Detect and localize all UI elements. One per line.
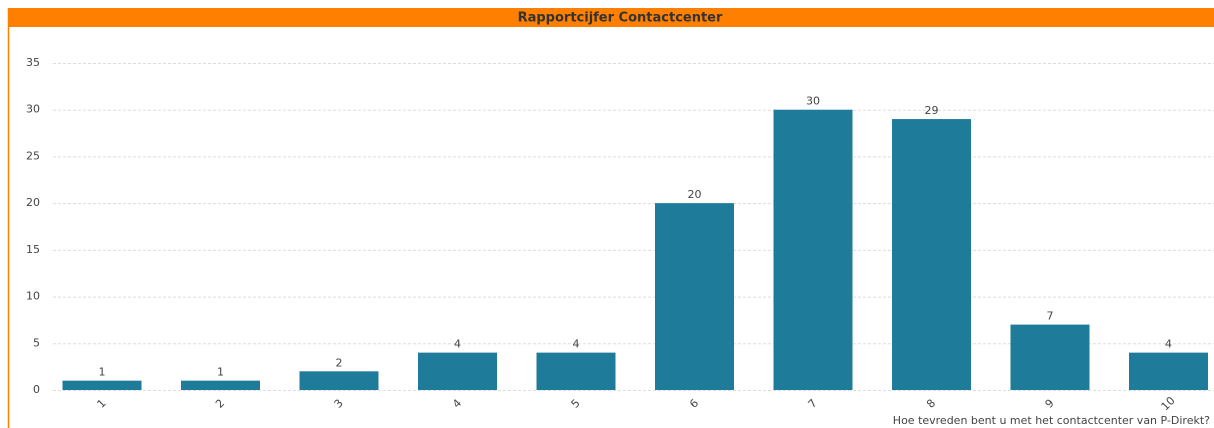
bar <box>1010 324 1090 390</box>
chart-title: Rapportcijfer Contactcenter <box>518 11 723 26</box>
bar <box>1129 352 1208 390</box>
bar <box>418 352 497 390</box>
bar <box>892 119 971 391</box>
value-label: 4 <box>573 338 580 351</box>
y-tick-label: 25 <box>26 149 40 162</box>
value-label: 29 <box>925 104 939 117</box>
y-tick-label: 30 <box>26 103 40 116</box>
x-axis-title: Hoe tevreden bent u met het contactcente… <box>893 414 1210 427</box>
x-tick-label: 3 <box>332 397 346 411</box>
y-tick-label: 5 <box>33 336 40 349</box>
x-tick-label: 4 <box>450 397 464 411</box>
y-tick-label: 0 <box>33 383 40 396</box>
title-bar <box>8 8 1214 27</box>
bar <box>299 371 379 390</box>
value-label: 20 <box>688 188 702 201</box>
bar <box>773 109 853 390</box>
value-label: 4 <box>454 338 461 351</box>
x-tick-label: 2 <box>213 397 227 411</box>
bar <box>62 380 142 390</box>
value-label: 2 <box>336 356 343 369</box>
value-label: 1 <box>99 366 106 379</box>
bar <box>655 203 734 390</box>
value-label: 4 <box>1165 338 1172 351</box>
y-tick-label: 20 <box>26 196 40 209</box>
bar <box>181 380 260 390</box>
x-tick-label: 6 <box>687 397 701 411</box>
y-tick-label: 10 <box>26 290 40 303</box>
x-tick-label: 5 <box>569 397 583 411</box>
bar <box>536 352 616 390</box>
y-tick-label: 15 <box>26 243 40 256</box>
x-tick-label: 10 <box>1159 394 1178 413</box>
x-tick-label: 8 <box>924 397 938 411</box>
x-tick-label: 1 <box>95 397 109 411</box>
x-tick-label: 9 <box>1043 397 1057 411</box>
value-label: 1 <box>217 366 224 379</box>
value-label: 7 <box>1047 310 1054 323</box>
value-label: 30 <box>806 95 820 108</box>
y-tick-label: 35 <box>26 56 40 69</box>
x-tick-label: 7 <box>806 397 820 411</box>
